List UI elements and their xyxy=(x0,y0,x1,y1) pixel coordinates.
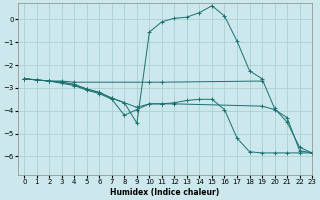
X-axis label: Humidex (Indice chaleur): Humidex (Indice chaleur) xyxy=(110,188,220,197)
